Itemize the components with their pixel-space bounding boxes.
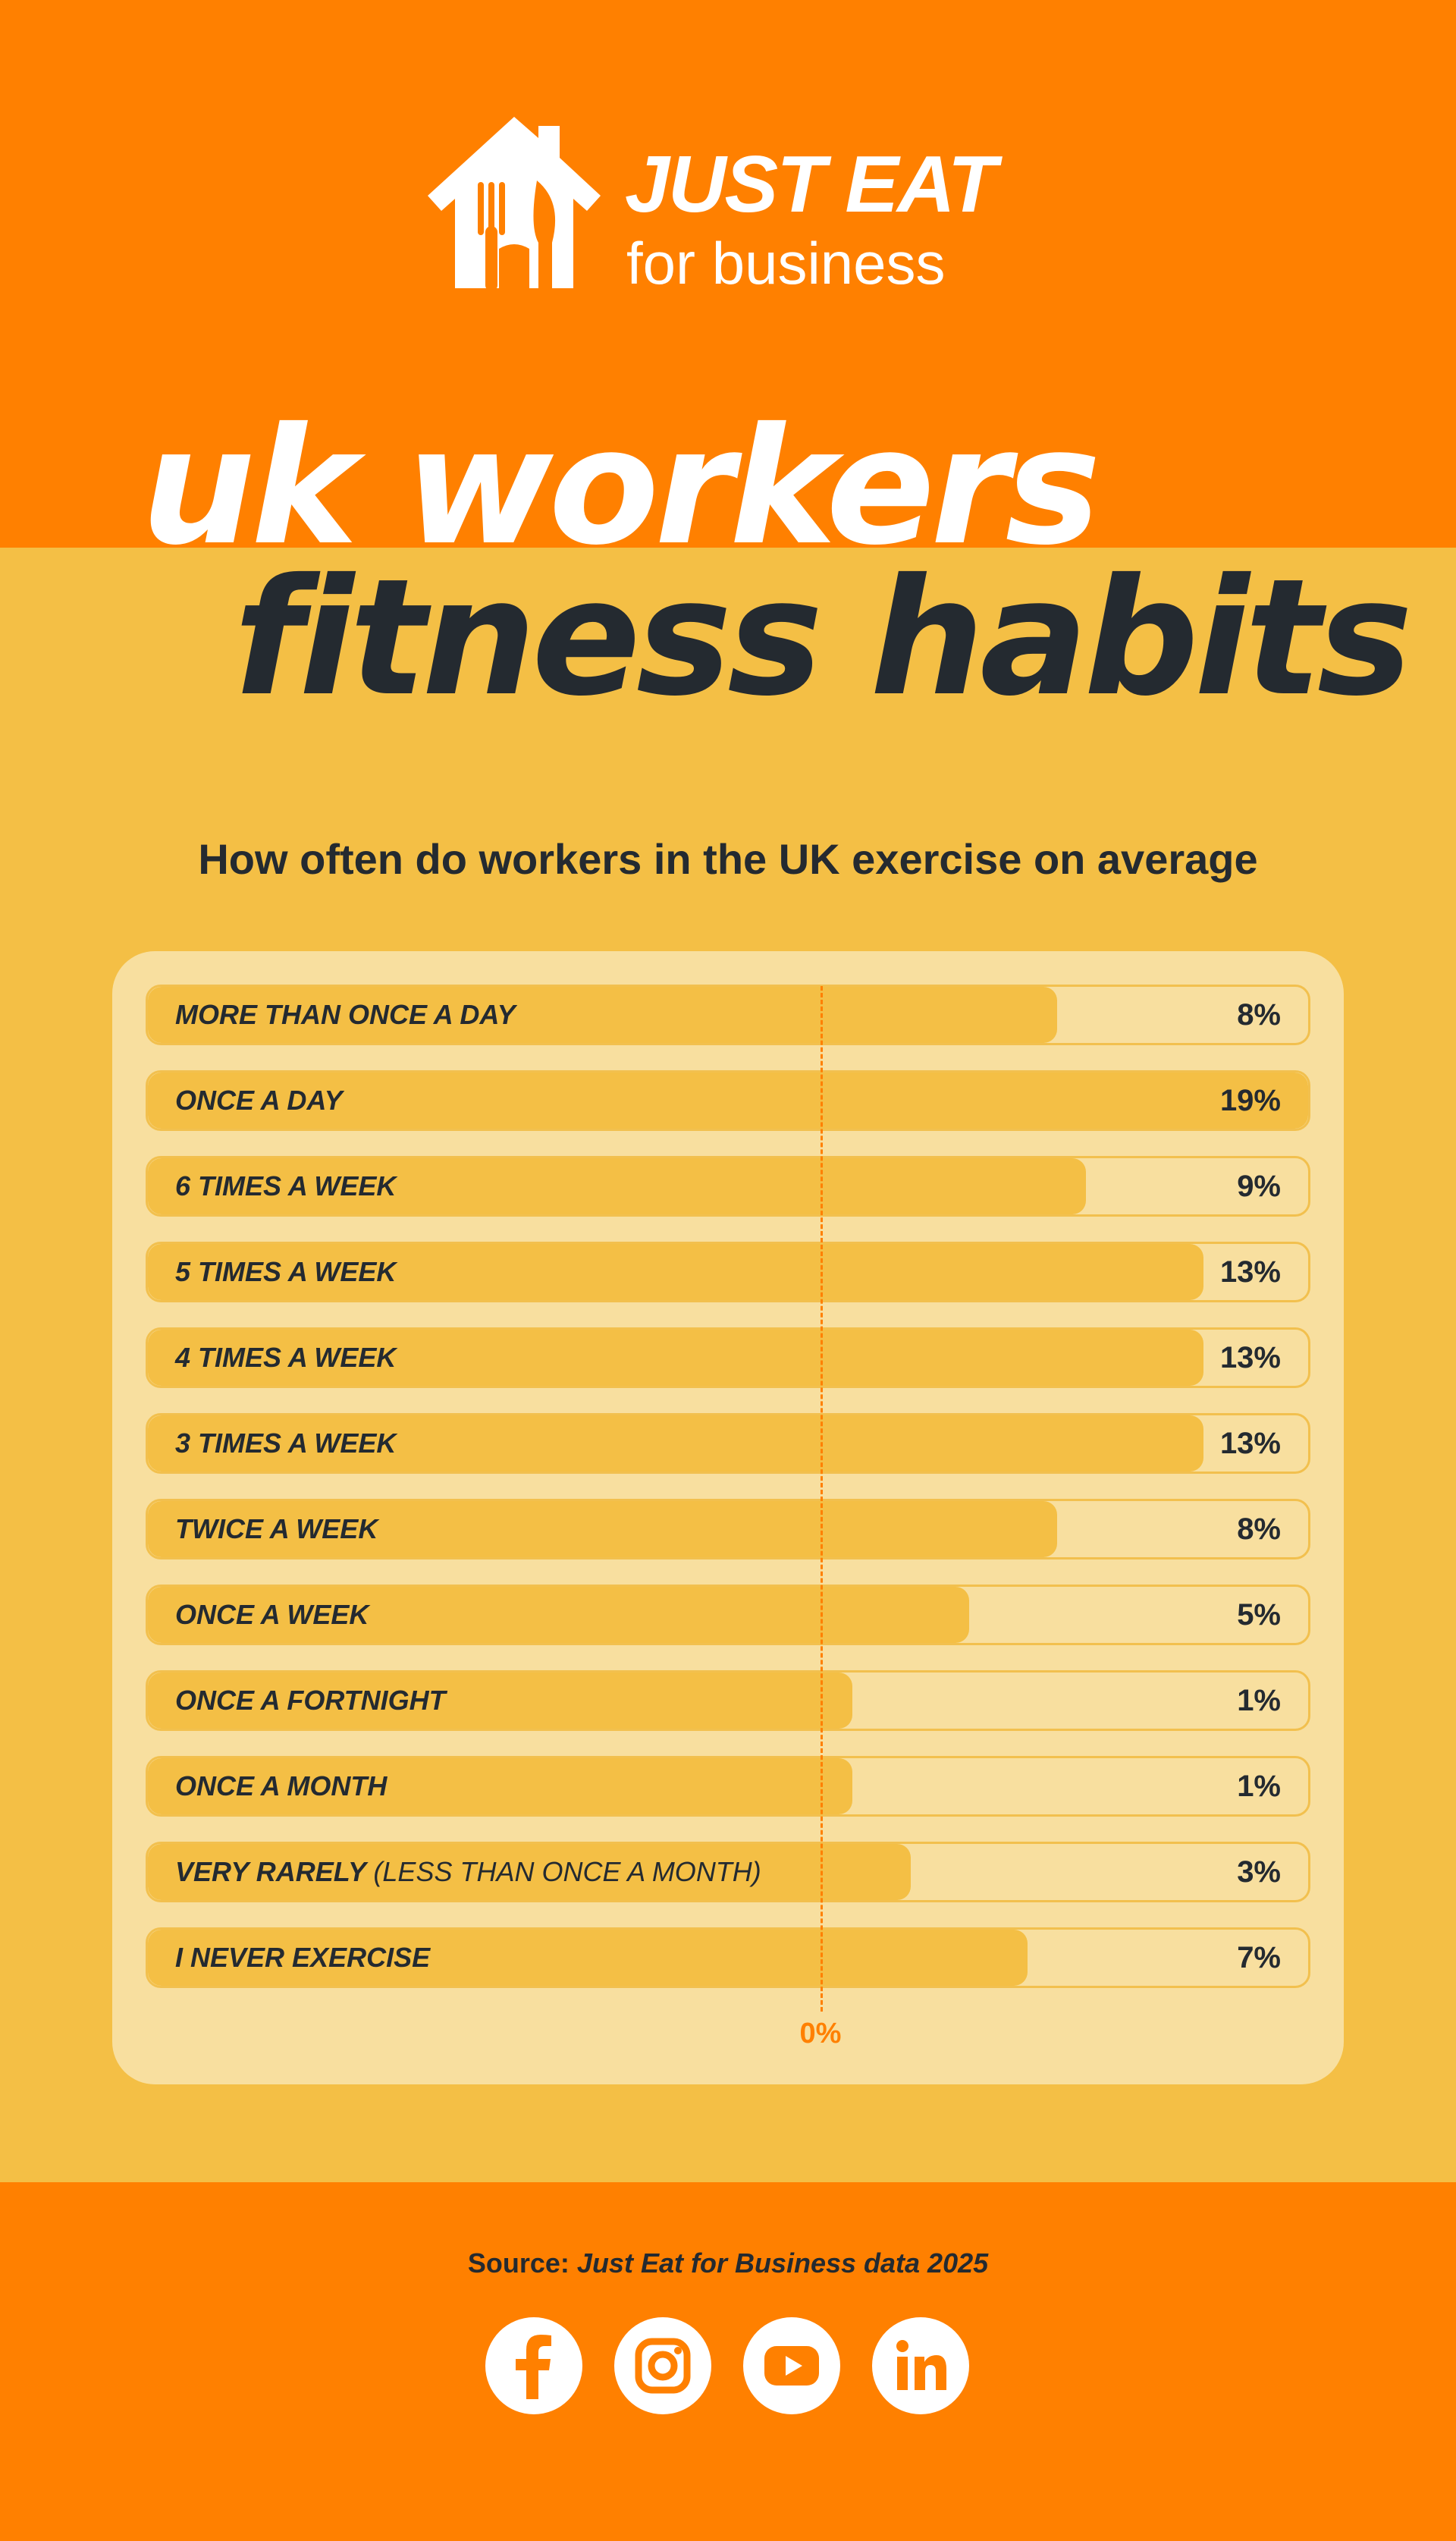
bar-row: 3 TIMES A WEEK 13% — [146, 1413, 1310, 1474]
value-label: 9% — [1237, 1170, 1281, 1203]
bar — [148, 1930, 1028, 1986]
bar — [148, 1073, 1308, 1129]
bar — [148, 1158, 1087, 1214]
value-label: 1% — [1237, 1684, 1281, 1717]
header-band — [0, 0, 1456, 548]
bar — [148, 1501, 1057, 1557]
category-label: I NEVER EXERCISE — [175, 1942, 431, 1973]
bar-row: 5 TIMES A WEEK 13% — [146, 1242, 1310, 1302]
title-line-2: fitness habits — [234, 544, 1413, 731]
category-label: VERY RARELY (LESS THAN ONCE A MONTH) — [175, 1856, 761, 1887]
bar-row: MORE THAN ONCE A DAY 8% — [146, 985, 1310, 1045]
category-label: MORE THAN ONCE A DAY — [175, 999, 516, 1030]
bar-row: VERY RARELY (LESS THAN ONCE A MONTH) 3% — [146, 1842, 1310, 1902]
bar-row: 6 TIMES A WEEK 9% — [146, 1156, 1310, 1217]
bar-row: ONCE A MONTH 1% — [146, 1756, 1310, 1817]
bar-row: TWICE A WEEK 8% — [146, 1499, 1310, 1559]
just-eat-house-logo-icon — [428, 117, 601, 291]
category-label: 6 TIMES A WEEK — [175, 1170, 397, 1201]
value-label: 13% — [1219, 1427, 1281, 1460]
bar — [148, 1844, 911, 1900]
bar-row: I NEVER EXERCISE 7% — [146, 1927, 1310, 1988]
bar — [148, 1330, 1203, 1386]
value-label: 13% — [1219, 1255, 1281, 1289]
category-label: TWICE A WEEK — [175, 1513, 378, 1544]
bar — [148, 1758, 852, 1814]
value-label: 8% — [1237, 1512, 1281, 1546]
youtube-icon[interactable] — [743, 2317, 840, 2414]
bar-row: ONCE A FORTNIGHT 1% — [146, 1670, 1310, 1731]
source-note: Source: Just Eat for Business data 2025 — [0, 2247, 1456, 2279]
brand-tagline: for business — [626, 230, 946, 297]
bar — [148, 987, 1057, 1043]
value-label: 7% — [1237, 1941, 1281, 1974]
zero-axis-label: 0% — [799, 2018, 842, 2049]
value-label: 5% — [1237, 1598, 1281, 1632]
value-label: 3% — [1237, 1855, 1281, 1889]
bar — [148, 1673, 852, 1729]
category-label: ONCE A DAY — [175, 1085, 343, 1116]
bar-row: 4 TIMES A WEEK 13% — [146, 1327, 1310, 1388]
bar-row: ONCE A DAY 19% — [146, 1070, 1310, 1131]
value-label: 13% — [1219, 1341, 1281, 1374]
category-label: 4 TIMES A WEEK — [175, 1342, 397, 1373]
category-label: ONCE A FORTNIGHT — [175, 1685, 446, 1716]
source-label: Source: — [467, 2247, 570, 2279]
value-label: 8% — [1237, 998, 1281, 1032]
zero-axis-line — [821, 986, 823, 2012]
category-label: 3 TIMES A WEEK — [175, 1428, 397, 1459]
facebook-icon[interactable] — [485, 2317, 582, 2414]
bar — [148, 1244, 1203, 1300]
brand-name: JUST EAT — [625, 140, 997, 229]
chart-title: How often do workers in the UK exercise … — [198, 835, 1258, 883]
bar-row: ONCE A WEEK 5% — [146, 1585, 1310, 1645]
bar — [148, 1587, 969, 1643]
value-label: 1% — [1237, 1770, 1281, 1803]
title-line-1: uk workers — [141, 393, 1101, 580]
instagram-icon[interactable] — [614, 2317, 711, 2414]
category-label: ONCE A MONTH — [175, 1770, 388, 1801]
footer-band — [0, 2182, 1456, 2541]
linkedin-icon[interactable] — [872, 2317, 969, 2414]
value-label: 19% — [1219, 1084, 1281, 1117]
source-text: Just Eat for Business data 2025 — [576, 2247, 989, 2279]
category-label: ONCE A WEEK — [175, 1599, 369, 1630]
category-label: 5 TIMES A WEEK — [175, 1256, 397, 1287]
bar — [148, 1415, 1203, 1472]
